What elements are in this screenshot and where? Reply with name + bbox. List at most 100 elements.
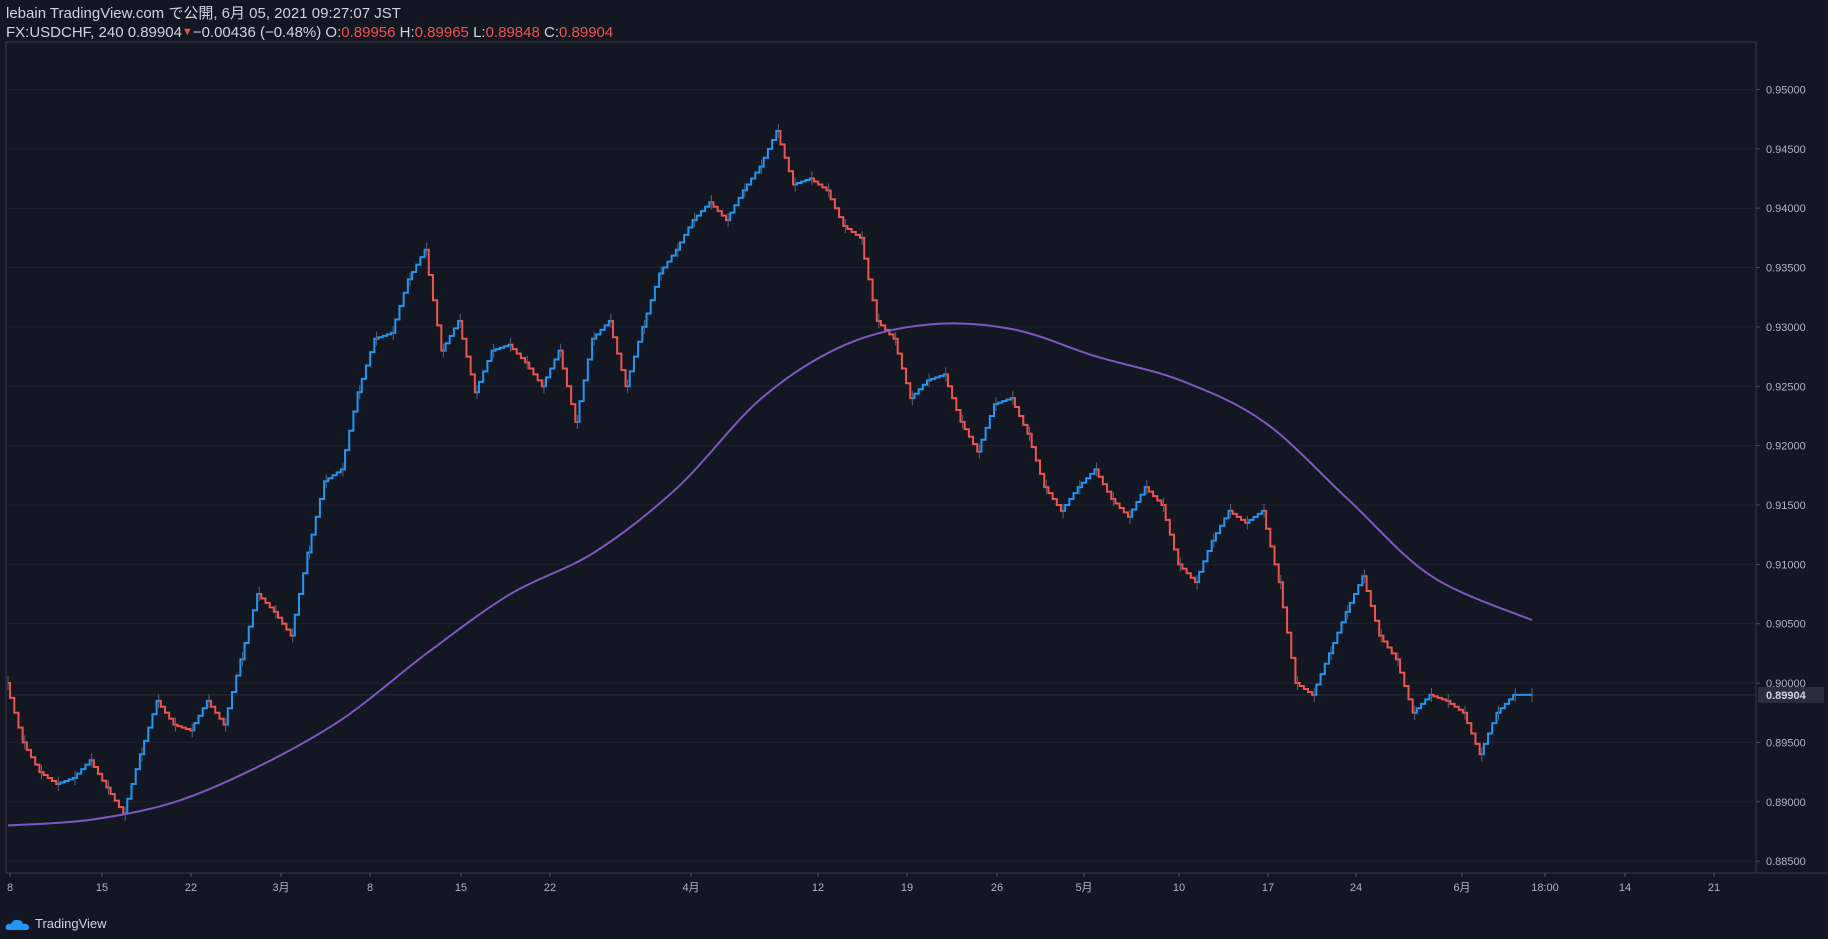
- price-segment: [309, 480, 327, 554]
- x-tick-label: 8: [367, 882, 373, 894]
- price-segment: [359, 337, 377, 394]
- x-tick-label: 17: [1262, 882, 1274, 894]
- price-segment: [661, 248, 678, 275]
- last-price-box: [1758, 686, 1824, 703]
- price-segment: [409, 248, 427, 281]
- price-segment: [108, 786, 126, 815]
- price-segment: [527, 361, 544, 388]
- open-label: O:: [325, 24, 342, 41]
- x-tick-label: 12: [812, 882, 824, 894]
- price-segment: [711, 201, 729, 222]
- x-tick-label: 26: [991, 882, 1003, 894]
- x-tick-label: 19: [901, 882, 913, 894]
- price-segment: [41, 771, 59, 785]
- price-segment: [393, 278, 410, 334]
- tradingview-cloud-icon: [5, 919, 29, 930]
- moving-average-line: [7, 322, 1533, 827]
- x-tick-label: 18:00: [1531, 882, 1559, 894]
- y-tick-label: 0.93000: [1766, 322, 1806, 334]
- price-segment: [1146, 486, 1164, 506]
- y-tick-label: 0.92000: [1766, 441, 1806, 453]
- price-segment: [543, 349, 561, 388]
- price-segment: [225, 658, 243, 726]
- price-segment: [1113, 498, 1131, 518]
- x-tick-label: 24: [1350, 882, 1362, 894]
- tradingview-brand[interactable]: TradingView: [5, 916, 107, 931]
- symbol-price[interactable]: FX:USDCHF, 240 0.89904: [6, 24, 182, 41]
- high-label: H:: [399, 24, 415, 41]
- price-segment: [1381, 634, 1399, 661]
- price-segment: [1063, 486, 1080, 512]
- price-segment: [192, 699, 209, 732]
- price-segment: [1096, 468, 1114, 501]
- price-segment: [577, 337, 595, 423]
- price-segment: [493, 343, 511, 352]
- price-segment: [1414, 693, 1432, 714]
- price-segment: [1364, 575, 1382, 637]
- open-value: 0.89956: [341, 24, 396, 41]
- price-segment: [275, 610, 293, 637]
- price-segment: [91, 759, 109, 789]
- price-segment: [1481, 711, 1499, 756]
- price-segment: [694, 201, 712, 222]
- price-segment: [945, 373, 963, 423]
- brand-label: TradingView: [35, 916, 107, 931]
- y-tick-label: 0.89500: [1766, 737, 1806, 749]
- close-value: 0.89904: [559, 24, 614, 41]
- chart-header: lebain TradingView.com で公開, 6月 05, 2021 …: [6, 4, 613, 42]
- price-segment: [1130, 486, 1147, 518]
- y-tick-label: 0.94000: [1766, 203, 1806, 215]
- price-axis[interactable]: 0.95000 0.94500 0.94000 0.93500 0.93000 0.925…: [1756, 84, 1806, 868]
- price-segment: [979, 403, 997, 453]
- price-segment: [342, 391, 360, 471]
- x-tick-label: 3月: [272, 882, 289, 894]
- time-axis[interactable]: 8 15 22 3月 8 15 22 4月 12 19 26 5月 10 17 24 6月 18:00 14 21: [7, 873, 1720, 894]
- price-segment: [878, 319, 896, 340]
- x-tick-label: 4月: [682, 882, 699, 894]
- price-segment: [1498, 693, 1516, 714]
- y-tick-label: 0.90500: [1766, 619, 1806, 631]
- price-segment: [1448, 699, 1466, 714]
- price-segment: [996, 397, 1013, 406]
- price-segment: [1247, 509, 1265, 524]
- price-segment: [1264, 509, 1281, 584]
- price-segment: [476, 349, 494, 394]
- price-segment: [259, 593, 276, 613]
- price-segment: [8, 682, 25, 744]
- price-segment: [1297, 682, 1315, 696]
- y-tick-label: 0.92500: [1766, 381, 1806, 393]
- y-tick-label: 0.91000: [1766, 559, 1806, 571]
- price-series: [7, 124, 1533, 821]
- price-segment: [510, 343, 528, 364]
- price-segment: [242, 593, 260, 661]
- price-segment: [677, 219, 695, 251]
- price-segment: [443, 319, 461, 352]
- price-segment: [125, 753, 142, 815]
- price-segment: [845, 225, 863, 239]
- y-tick-label: 0.89000: [1766, 797, 1806, 809]
- price-segment: [1180, 563, 1198, 584]
- symbol-info-line: FX:USDCHF, 240 0.89904▼−0.00436 (−0.48%)…: [6, 23, 613, 42]
- price-segment: [1197, 539, 1214, 584]
- price-segment: [644, 272, 662, 328]
- price-segment: [24, 741, 42, 774]
- high-value: 0.89965: [414, 24, 469, 41]
- x-tick-label: 14: [1619, 882, 1631, 894]
- price-segment: [1465, 711, 1482, 756]
- price-segment: [1029, 432, 1047, 489]
- price-segment: [58, 777, 75, 785]
- price-segment: [811, 177, 829, 192]
- low-label: L:: [473, 24, 486, 41]
- price-change: −0.00436 (−0.48%): [192, 24, 322, 41]
- price-segment: [728, 189, 745, 222]
- y-tick-label: 0.93500: [1766, 263, 1806, 275]
- price-segment: [761, 130, 779, 168]
- x-tick-label: 15: [96, 882, 108, 894]
- price-segment: [1280, 581, 1298, 685]
- last-price-label: 0.89904: [1766, 690, 1807, 702]
- price-segment: [208, 699, 226, 726]
- price-segment: [912, 379, 930, 400]
- price-gridlines: [6, 88, 1756, 862]
- y-tick-label: 0.91500: [1766, 500, 1806, 512]
